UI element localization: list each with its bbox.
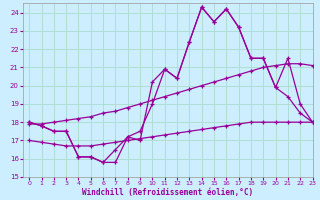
X-axis label: Windchill (Refroidissement éolien,°C): Windchill (Refroidissement éolien,°C) bbox=[82, 188, 253, 197]
